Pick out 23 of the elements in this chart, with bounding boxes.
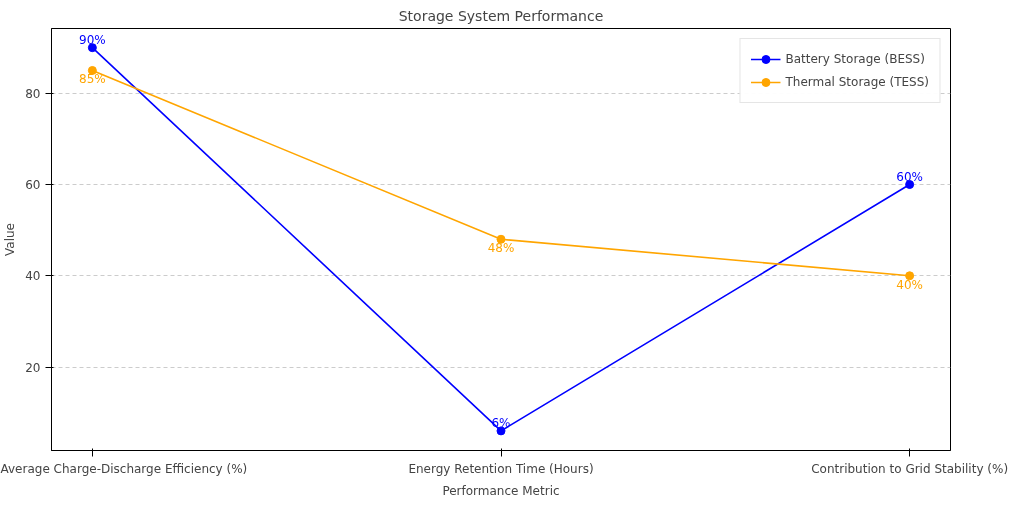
- point: [496, 426, 506, 436]
- y-tick-label: 60: [25, 178, 41, 193]
- y-tick-label: 20: [25, 360, 41, 375]
- point: [87, 65, 97, 75]
- data-label: 48%: [487, 241, 515, 256]
- y-axis-title: Value: [3, 223, 18, 256]
- data-label: 85%: [79, 72, 106, 87]
- point: [496, 234, 506, 244]
- legend-label: Battery Storage (BESS): [785, 52, 925, 66]
- chart-title: Storage System Performance: [398, 7, 604, 24]
- x-axis-title: Performance Metric: [442, 483, 560, 498]
- point: [905, 271, 915, 281]
- point: [87, 43, 97, 53]
- legend-label: Thermal Storage (TESS): [785, 75, 929, 89]
- data-label: 90%: [79, 32, 106, 47]
- point: [905, 180, 915, 190]
- y-tick-label: 80: [25, 86, 41, 101]
- data-label: 60%: [896, 169, 923, 184]
- x-tick-label: Average Charge-Discharge Efficiency (%): [0, 461, 248, 476]
- x-tick-label: Contribution to Grid Stability (%): [811, 461, 1009, 476]
- x-tick-label: Energy Retention Time (Hours): [408, 461, 594, 476]
- y-tick-label: 40: [25, 269, 41, 284]
- data-label: 40%: [896, 277, 923, 292]
